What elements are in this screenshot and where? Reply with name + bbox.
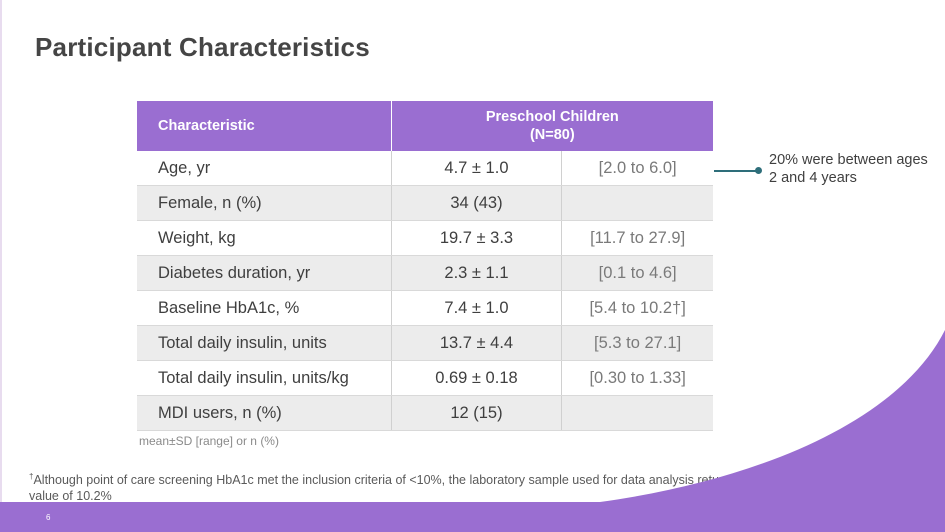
table-row: Female, n (%) 34 (43)	[137, 185, 713, 221]
swoosh-shape	[600, 330, 945, 502]
row-range	[561, 185, 713, 221]
row-label: Total daily insulin, units	[137, 325, 392, 361]
row-value: 13.7 ± 4.4	[391, 325, 563, 361]
table-header-row: Characteristic Preschool Children (N=80)	[137, 101, 713, 151]
row-label: Age, yr	[137, 151, 392, 186]
row-value: 4.7 ± 1.0	[391, 151, 563, 186]
table-row: Baseline HbA1c, % 7.4 ± 1.0 [5.4 to 10.2…	[137, 290, 713, 326]
row-value: 0.69 ± 0.18	[391, 360, 563, 396]
row-label: Female, n (%)	[137, 185, 392, 221]
table-row: Total daily insulin, units 13.7 ± 4.4 [5…	[137, 325, 713, 361]
callout-dot	[755, 167, 762, 174]
page-title: Participant Characteristics	[35, 32, 370, 62]
callout-text: 20% were between ages 2 and 4 years	[769, 152, 928, 186]
header-group-name: Preschool Children	[485, 109, 619, 125]
row-range: [2.0 to 6.0]	[561, 151, 713, 186]
footnote-text: Although point of care screening HbA1c m…	[29, 473, 755, 504]
row-range: [11.7 to 27.9]	[561, 220, 713, 256]
row-label: MDI users, n (%)	[137, 395, 392, 431]
callout-connector	[714, 170, 758, 172]
row-label: Diabetes duration, yr	[137, 255, 392, 291]
header-group-count: (N=80)	[529, 127, 575, 143]
table-row: Weight, kg 19.7 ± 3.3 [11.7 to 27.9]	[137, 220, 713, 256]
row-range: [5.4 to 10.2†]	[561, 290, 713, 326]
footnote: †Although point of care screening HbA1c …	[29, 469, 769, 504]
header-preschool-children: Preschool Children (N=80)	[391, 101, 713, 151]
row-value: 7.4 ± 1.0	[391, 290, 563, 326]
page-number: 6	[46, 513, 51, 522]
row-value: 12 (15)	[391, 395, 563, 431]
table-row: Age, yr 4.7 ± 1.0 [2.0 to 6.0]	[137, 151, 713, 186]
row-range: [0.1 to 4.6]	[561, 255, 713, 291]
table-row: Diabetes duration, yr 2.3 ± 1.1 [0.1 to …	[137, 255, 713, 291]
header-characteristic: Characteristic	[137, 101, 392, 151]
row-value: 2.3 ± 1.1	[391, 255, 563, 291]
characteristics-table: Characteristic Preschool Children (N=80)…	[137, 101, 713, 431]
bottom-bar	[0, 502, 945, 532]
left-accent-line	[0, 0, 2, 532]
row-label: Total daily insulin, units/kg	[137, 360, 392, 396]
row-range: [0.30 to 1.33]	[561, 360, 713, 396]
table-row: MDI users, n (%) 12 (15)	[137, 395, 713, 431]
row-value: 34 (43)	[391, 185, 563, 221]
row-range: [5.3 to 27.1]	[561, 325, 713, 361]
table-row: Total daily insulin, units/kg 0.69 ± 0.1…	[137, 360, 713, 396]
row-value: 19.7 ± 3.3	[391, 220, 563, 256]
row-label: Weight, kg	[137, 220, 392, 256]
table-note: mean±SD [range] or n (%)	[139, 434, 279, 448]
row-label: Baseline HbA1c, %	[137, 290, 392, 326]
footnote-mark: †	[29, 472, 34, 481]
row-range	[561, 395, 713, 431]
